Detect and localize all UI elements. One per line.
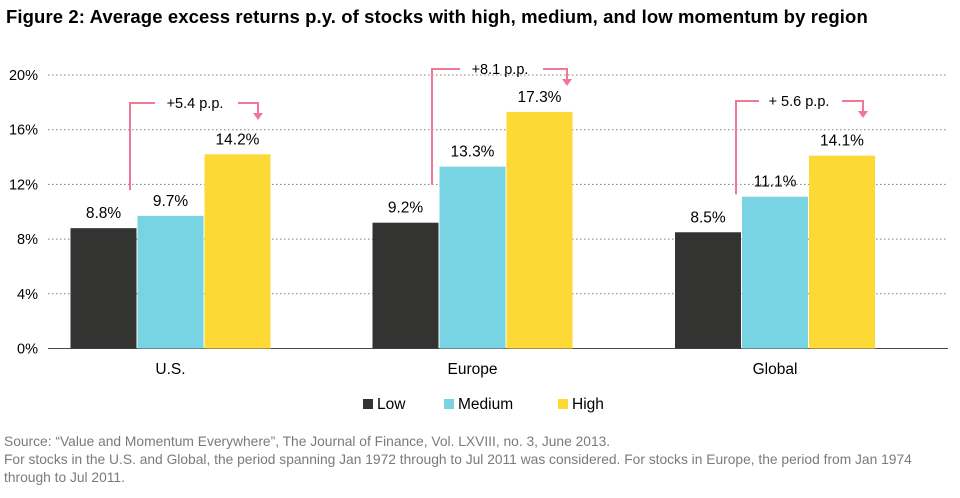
annotation-arrowhead (562, 79, 572, 86)
bar-low (70, 228, 137, 349)
legend-label: Low (377, 396, 406, 413)
y-tick-label: 12% (9, 177, 38, 193)
annotation-bracket-right (238, 102, 259, 115)
legend-label: High (572, 396, 604, 413)
y-tick-label: 16% (9, 123, 38, 139)
bars (70, 111, 875, 349)
bar-high (204, 154, 271, 349)
annotation-bracket-right (543, 68, 568, 81)
annotation-arrowhead (253, 113, 263, 120)
bar-medium (742, 196, 808, 349)
annotation-label: + 5.6 p.p. (769, 94, 830, 110)
legend-label: Medium (458, 396, 513, 413)
annotation-label: +5.4 p.p. (167, 96, 224, 112)
legend-swatch-low (363, 399, 373, 409)
data-label: 8.5% (690, 209, 726, 226)
legend-swatch-medium (444, 399, 454, 409)
period-note: For stocks in the U.S. and Global, the p… (4, 452, 912, 485)
chart-title: Figure 2: Average excess returns p.y. of… (6, 6, 868, 27)
difference-annotations: +5.4 p.p. +8.1 p.p. + 5.6 p.p. (129, 62, 868, 195)
data-label: 13.3% (451, 144, 495, 161)
x-tick-label: Europe (448, 361, 498, 378)
bar-chart: 0% 4% 8% 12% 16% 20% 8.8% 9.7% 14.2% 9.2% 13.3% 17… (9, 62, 948, 413)
x-tick-label: U.S. (155, 361, 185, 378)
y-tick-label: 20% (9, 68, 38, 84)
annotation-bracket-left (431, 68, 460, 185)
x-tick-label: Global (753, 361, 798, 378)
annotation-bracket-left (735, 100, 759, 195)
legend-swatch-high (558, 399, 568, 409)
data-label: 11.1% (754, 174, 797, 191)
bar-medium (439, 166, 506, 349)
y-tick-label: 8% (17, 232, 38, 248)
annotation-bracket-right (842, 100, 864, 113)
bar-medium (137, 215, 204, 349)
data-label: 14.1% (820, 133, 864, 150)
data-label: 8.8% (86, 205, 122, 222)
y-tick-label: 4% (17, 287, 38, 303)
x-axis-ticks: U.S. Europe Global (155, 361, 797, 378)
source-citation: Source: “Value and Momentum Everywhere”,… (4, 434, 611, 449)
data-label: 9.2% (388, 200, 424, 217)
data-labels: 8.8% 9.7% 14.2% 9.2% 13.3% 17.3% 8.5% 11.1% 14.1… (86, 89, 864, 226)
data-label: 14.2% (216, 131, 260, 148)
data-label: 9.7% (153, 193, 189, 210)
bar-low (675, 232, 741, 349)
bar-low (372, 222, 439, 349)
bar-high (506, 111, 573, 349)
data-label: 17.3% (518, 89, 562, 106)
bar-high (809, 155, 875, 349)
annotation-arrowhead (858, 111, 868, 118)
annotation-label: +8.1 p.p. (472, 62, 529, 78)
annotation-bracket-left (129, 102, 155, 191)
y-axis-ticks: 0% 4% 8% 12% 16% 20% (9, 68, 38, 358)
y-tick-label: 0% (17, 342, 38, 358)
legend: Low Medium High (363, 396, 604, 413)
